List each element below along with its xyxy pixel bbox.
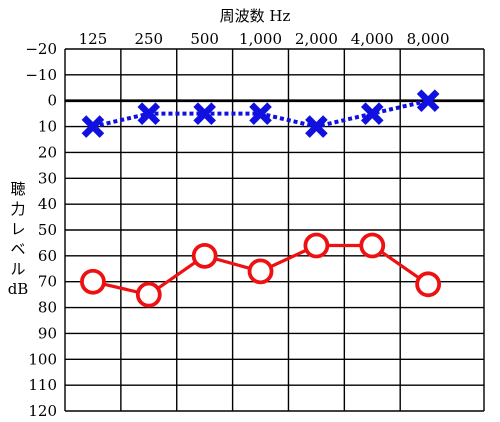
y-tick-label: 20 — [38, 143, 57, 161]
x-tick-label: 8,000 — [407, 30, 450, 48]
x-marker-stroke — [305, 115, 328, 138]
series-o-markers — [80, 232, 442, 308]
y-tick-label: 100 — [28, 350, 57, 368]
o-marker — [191, 242, 218, 269]
y-tick-label: −10 — [25, 66, 57, 84]
x-marker — [305, 115, 328, 138]
y-axis-title: 聴 力 レ ベ ル dB — [8, 180, 29, 298]
x-marker — [360, 102, 384, 125]
x-tick-label: 250 — [134, 30, 163, 48]
y-axis-title-char-3: レ — [10, 220, 25, 238]
grid — [64, 48, 485, 412]
y-axis-title-char-5: ル — [10, 260, 25, 278]
y-tick-label: −20 — [25, 40, 57, 58]
y-tick-label: 30 — [38, 169, 57, 187]
x-tick-label: 2,000 — [295, 30, 338, 48]
y-axis-title-char-1: 聴 — [10, 180, 25, 198]
o-marker — [415, 271, 442, 298]
y-axis-title-char-4: ベ — [10, 240, 25, 258]
y-tick-label: 60 — [38, 247, 57, 265]
y-tick-label: 90 — [38, 324, 57, 342]
y-axis-title-char-2: 力 — [10, 200, 25, 218]
y-tick-label: 120 — [28, 402, 57, 420]
x-marker-stroke — [249, 102, 272, 125]
y-tick-label: 70 — [38, 273, 57, 291]
y-tick-label: 80 — [38, 299, 57, 317]
y-tick-labels: −20 −10 0 10 20 30 40 50 60 70 80 90 100 110 120 — [25, 40, 57, 420]
x-marker — [416, 89, 440, 113]
x-marker-stroke — [416, 89, 440, 113]
x-tick-label: 500 — [190, 30, 219, 48]
x-marker — [249, 102, 272, 125]
y-axis-title-char-6: dB — [8, 280, 29, 298]
x-marker-stroke — [81, 115, 105, 138]
y-tick-label: 110 — [28, 376, 57, 394]
x-marker-stroke — [193, 102, 216, 125]
x-tick-label: 1,000 — [239, 30, 282, 48]
x-axis-title: 周波数 Hz — [220, 7, 291, 25]
series-x-markers — [81, 89, 440, 138]
y-tick-label: 10 — [38, 118, 57, 136]
series — [80, 89, 442, 308]
x-marker — [81, 115, 105, 138]
x-marker-stroke — [137, 102, 161, 125]
x-marker — [193, 102, 216, 125]
o-marker — [247, 258, 274, 285]
o-marker — [80, 268, 106, 295]
y-tick-label: 0 — [47, 92, 57, 110]
y-tick-label: 50 — [38, 221, 57, 239]
x-tick-label: 4,000 — [351, 30, 394, 48]
o-marker — [303, 232, 330, 259]
o-marker — [359, 232, 386, 259]
x-marker — [137, 102, 161, 125]
x-marker-stroke — [360, 102, 384, 125]
o-marker — [135, 281, 162, 308]
y-tick-label: 40 — [38, 195, 57, 213]
x-tick-label: 125 — [79, 30, 108, 48]
x-tick-labels: 125 250 500 1,000 2,000 4,000 8,000 — [79, 30, 450, 48]
